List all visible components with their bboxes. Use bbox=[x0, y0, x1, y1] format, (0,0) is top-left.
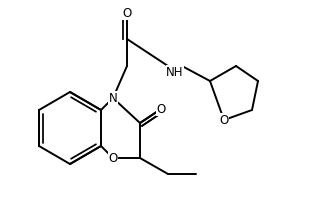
Text: N: N bbox=[109, 91, 117, 105]
Text: NH: NH bbox=[166, 66, 184, 78]
Text: O: O bbox=[156, 103, 165, 115]
Text: O: O bbox=[219, 113, 229, 127]
Text: O: O bbox=[108, 151, 118, 165]
Text: O: O bbox=[122, 7, 132, 19]
